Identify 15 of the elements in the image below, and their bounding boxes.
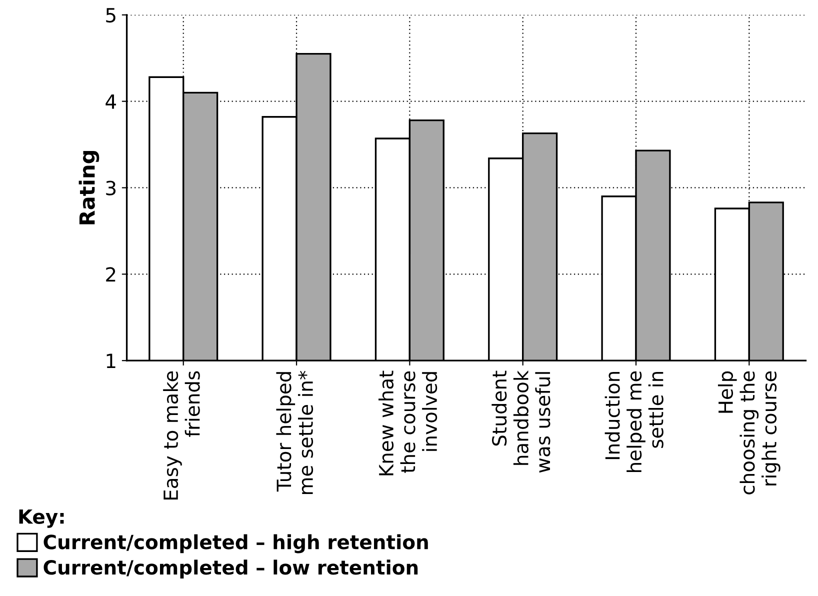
- y-tick-label: 2: [106, 267, 116, 282]
- x-tick-label: Knew what the course involved: [378, 370, 438, 476]
- x-tick-label: Help choosing the right course: [718, 371, 780, 494]
- legend-label: Current/completed – low retention: [44, 560, 418, 578]
- x-tick-label: Tutor helped me settle in*: [276, 370, 314, 494]
- legend-title: Key:: [19, 510, 64, 528]
- x-tick-label: Easy to make friends: [163, 371, 200, 500]
- y-tick-label: 5: [106, 8, 116, 23]
- y-axis-title: Rating: [78, 151, 100, 224]
- y-tick-label: 1: [106, 354, 116, 368]
- x-tick-label: Induction helped me settle in: [604, 371, 664, 472]
- y-tick-label: 3: [106, 180, 116, 196]
- x-tick-label: Student handbook was useful: [492, 370, 550, 473]
- y-tick-label: 4: [106, 94, 116, 109]
- legend-label: Current/completed – high retention: [44, 534, 428, 554]
